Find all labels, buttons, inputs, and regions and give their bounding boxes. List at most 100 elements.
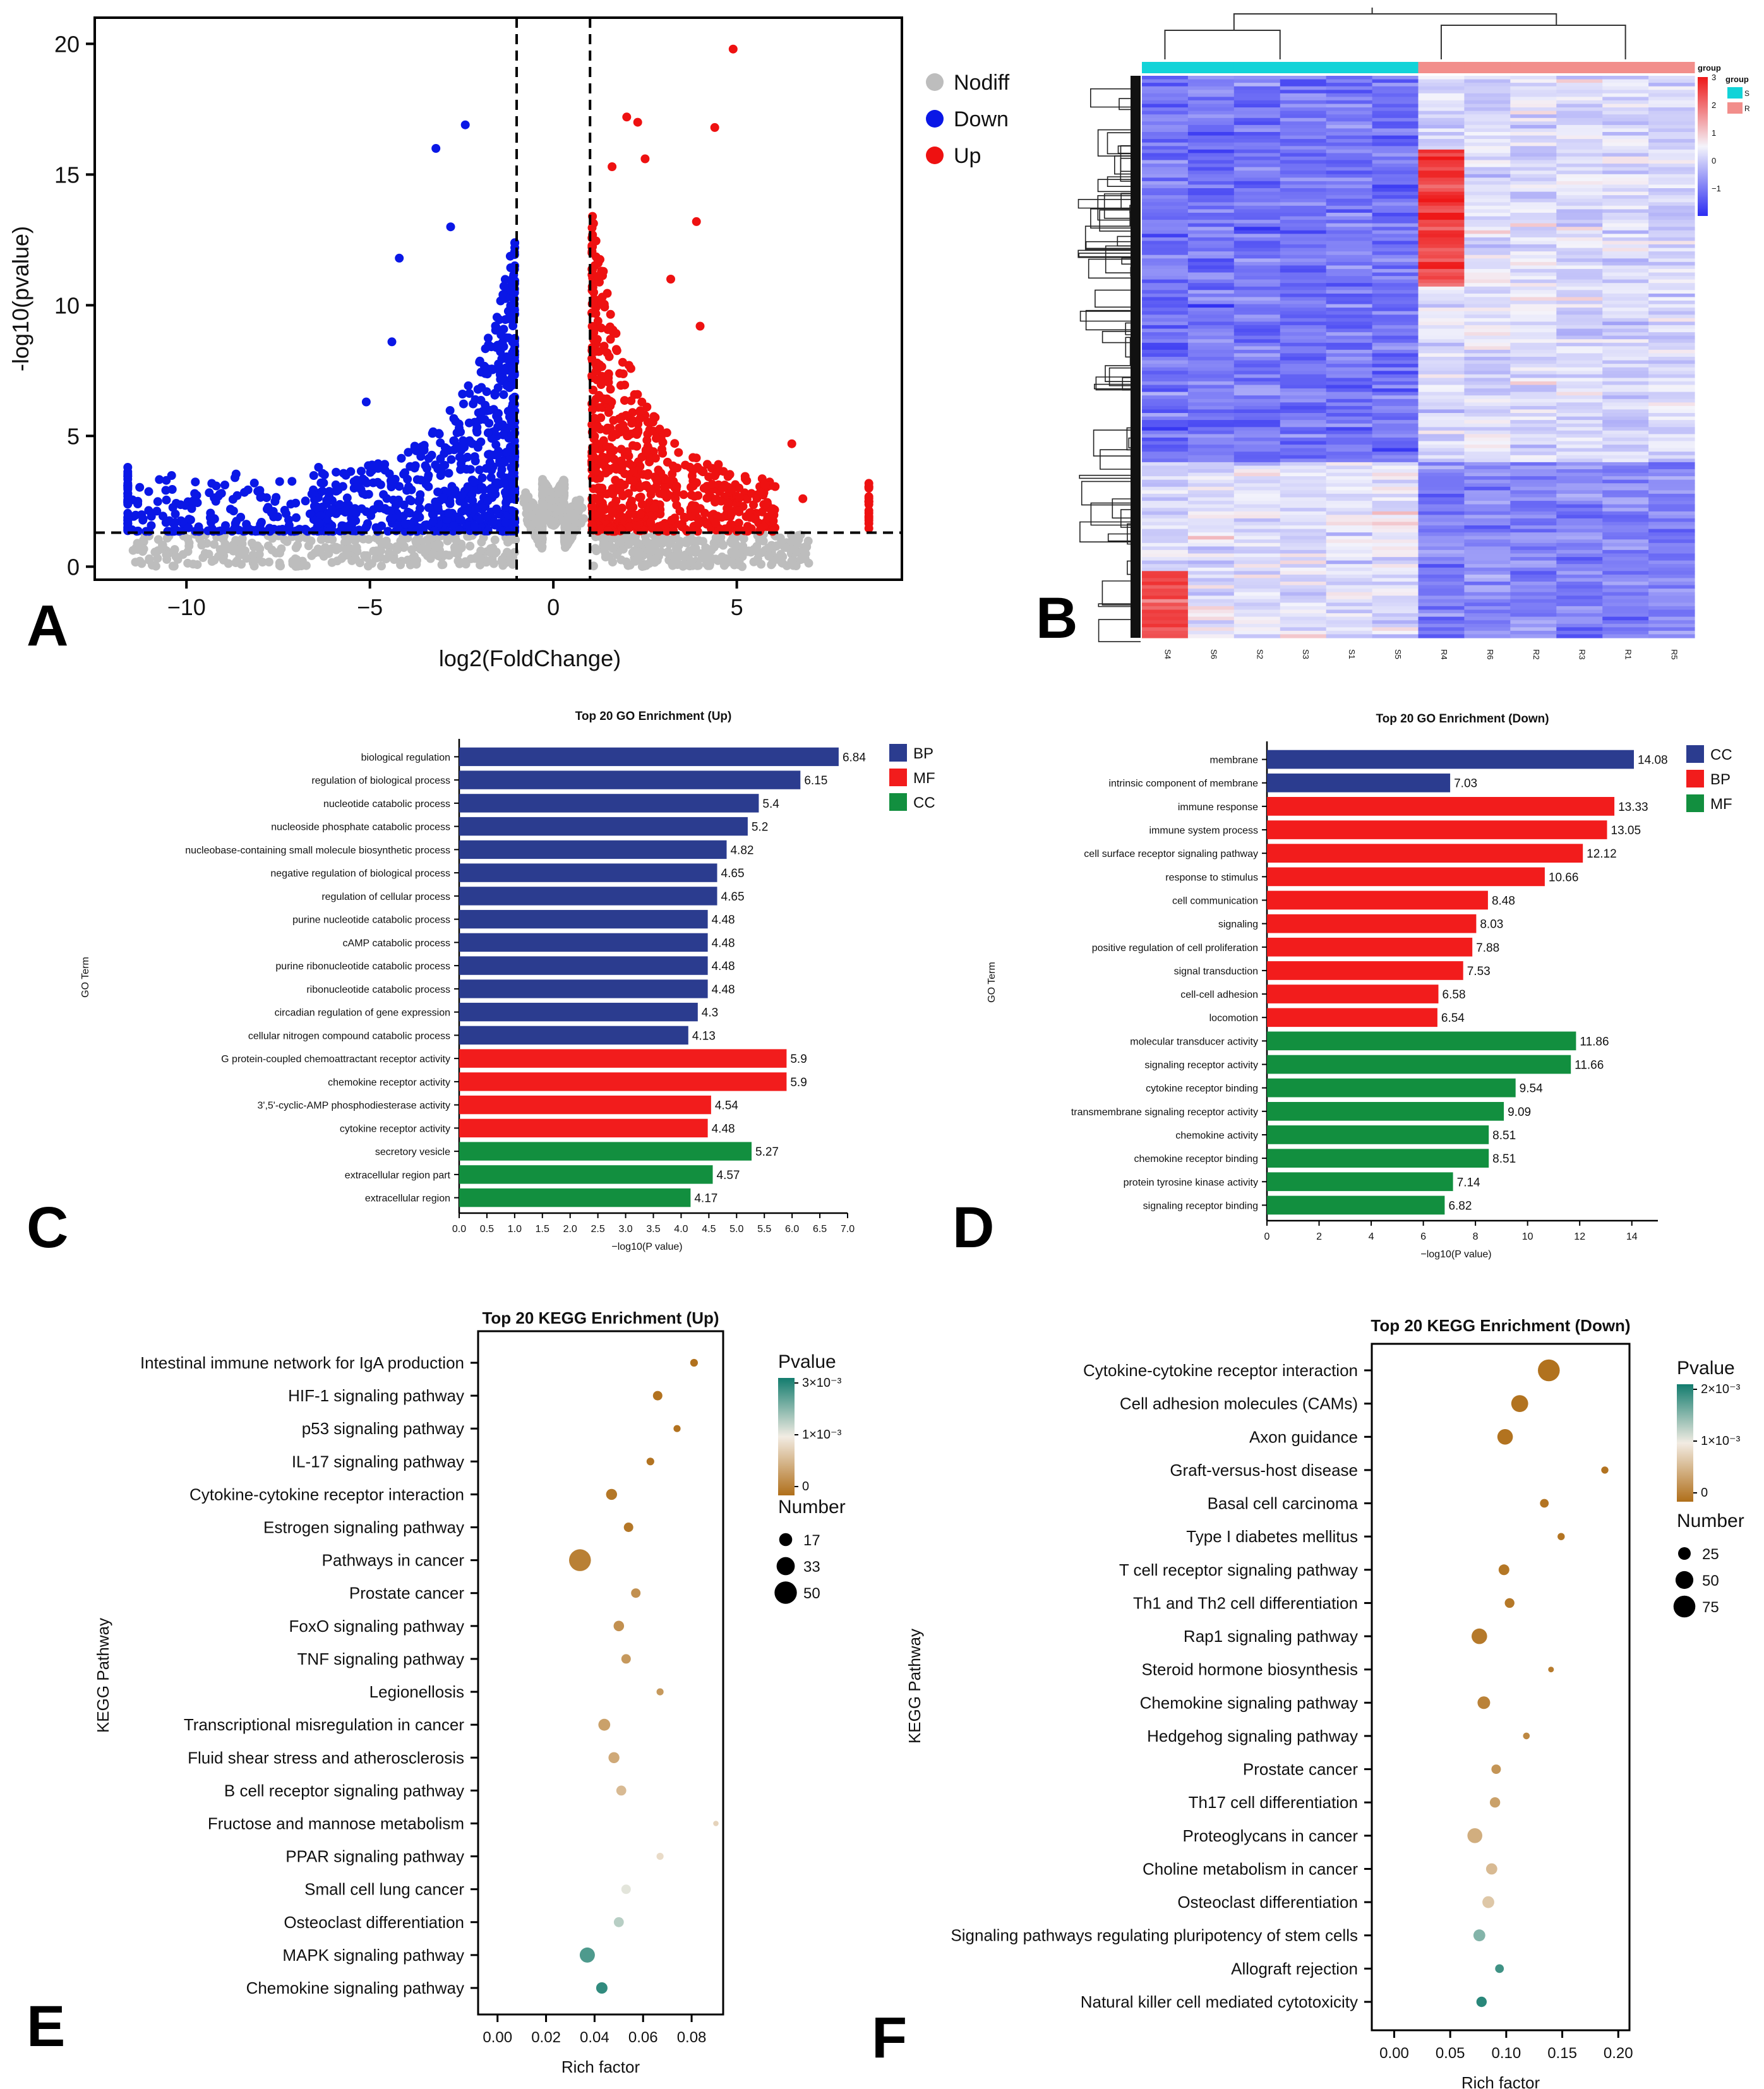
heatmap-cell	[1602, 293, 1649, 298]
heatmap-cell	[1372, 321, 1419, 326]
heatmap-cell	[1510, 128, 1557, 133]
up-point	[711, 518, 721, 528]
heatmap-cell	[1233, 254, 1281, 259]
heatmap-cell	[1464, 237, 1511, 242]
up-point	[658, 489, 667, 499]
heatmap-cell	[1326, 378, 1373, 382]
down-point	[375, 503, 384, 513]
heatmap-cell	[1233, 205, 1281, 210]
group-bar-cell	[1326, 62, 1373, 73]
down-point	[391, 501, 400, 510]
heatmap-cell	[1464, 198, 1511, 203]
heatmap-cell	[1648, 142, 1695, 147]
group-bar-cell	[1142, 62, 1189, 73]
down-point	[485, 458, 495, 467]
heatmap-cell	[1187, 100, 1235, 105]
heatmap-cell	[1556, 409, 1603, 414]
heatmap-cell	[1602, 342, 1649, 347]
heatmap-cell	[1602, 135, 1649, 140]
heatmap-cell	[1142, 357, 1189, 361]
heatmap-cell	[1372, 261, 1419, 266]
heatmap-cell	[1233, 216, 1281, 220]
heatmap-cell	[1418, 339, 1465, 344]
heatmap-cell	[1233, 304, 1281, 308]
heatmap-cell	[1280, 385, 1327, 389]
heatmap-cell	[1556, 332, 1603, 337]
nodiff-point	[589, 561, 598, 571]
dendrogram-branch	[1103, 193, 1141, 219]
nodiff-point	[253, 541, 262, 551]
heatmap-cell	[1142, 212, 1189, 217]
heatmap-cell	[1142, 258, 1189, 263]
heatmap-cell	[1187, 156, 1235, 161]
heatmap-cell	[1648, 339, 1695, 344]
heatmap-cell	[1510, 248, 1557, 252]
nodiff-point	[438, 560, 448, 570]
heatmap-cell	[1142, 378, 1189, 382]
up-point	[798, 494, 808, 503]
heatmap-cell	[1418, 174, 1465, 178]
heatmap-cell	[1602, 301, 1649, 305]
heatmap-cell	[1187, 381, 1235, 386]
up-point	[734, 506, 743, 515]
nodiff-point	[327, 558, 337, 567]
heatmap-cell	[1187, 445, 1235, 449]
heatmap-cell	[1280, 220, 1327, 224]
heatmap-cell	[1418, 416, 1465, 421]
nodiff-point	[390, 555, 399, 564]
up-point	[597, 459, 606, 469]
heatmap-cell	[1464, 297, 1511, 301]
heatmap-cell	[1142, 321, 1189, 326]
heatmap-cell	[1142, 114, 1189, 119]
down-point	[477, 407, 487, 416]
heatmap-cell	[1602, 261, 1649, 266]
heatmap-cell	[1418, 139, 1465, 143]
heatmap-cell	[1280, 258, 1327, 263]
heatmap-cell	[1372, 234, 1419, 238]
heatmap-cell	[1510, 198, 1557, 203]
heatmap-cell	[1372, 297, 1419, 301]
heatmap-cell	[1142, 349, 1189, 354]
heatmap-cell	[1233, 353, 1281, 357]
heatmap-cell	[1280, 216, 1327, 220]
down-point	[502, 381, 512, 390]
heatmap-cell	[1142, 156, 1189, 161]
heatmap-cell	[1372, 244, 1419, 249]
up-point	[593, 316, 603, 326]
heatmap-cell	[1418, 79, 1465, 83]
down-point	[327, 505, 337, 514]
heatmap-cell	[1142, 107, 1189, 112]
heatmap-cell	[1326, 128, 1373, 133]
down-point	[501, 488, 510, 497]
down-point	[316, 511, 325, 520]
heatmap-cell	[1326, 335, 1373, 340]
heatmap-cell	[1556, 371, 1603, 375]
heatmap-cell	[1187, 139, 1235, 143]
dendrogram-branch	[1100, 449, 1141, 470]
heatmap-cell	[1372, 339, 1419, 344]
heatmap-cell	[1602, 276, 1649, 280]
heatmap-cell	[1418, 272, 1465, 277]
dendrogram-branch	[1094, 383, 1141, 390]
heatmap-cell	[1464, 395, 1511, 400]
heatmap-cell	[1280, 205, 1327, 210]
heatmap-cell	[1556, 177, 1603, 182]
heatmap-cell	[1602, 227, 1649, 231]
heatmap-cell	[1233, 202, 1281, 207]
up-point	[637, 397, 647, 407]
heatmap-cell	[1142, 371, 1189, 375]
heatmap-cell	[1372, 434, 1419, 438]
heatmap-cell	[1280, 146, 1327, 150]
heatmap-cell	[1280, 293, 1327, 298]
down-point	[416, 504, 424, 513]
heatmap-cell	[1142, 335, 1189, 340]
heatmap-cell	[1280, 374, 1327, 378]
heatmap-cell	[1510, 124, 1557, 129]
down-point	[211, 496, 220, 506]
up-point	[687, 501, 697, 510]
heatmap-cell	[1418, 111, 1465, 115]
heatmap-cell	[1326, 212, 1373, 217]
heatmap-cell	[1602, 111, 1649, 115]
heatmap-cell	[1648, 290, 1695, 294]
heatmap-cell	[1233, 437, 1281, 442]
